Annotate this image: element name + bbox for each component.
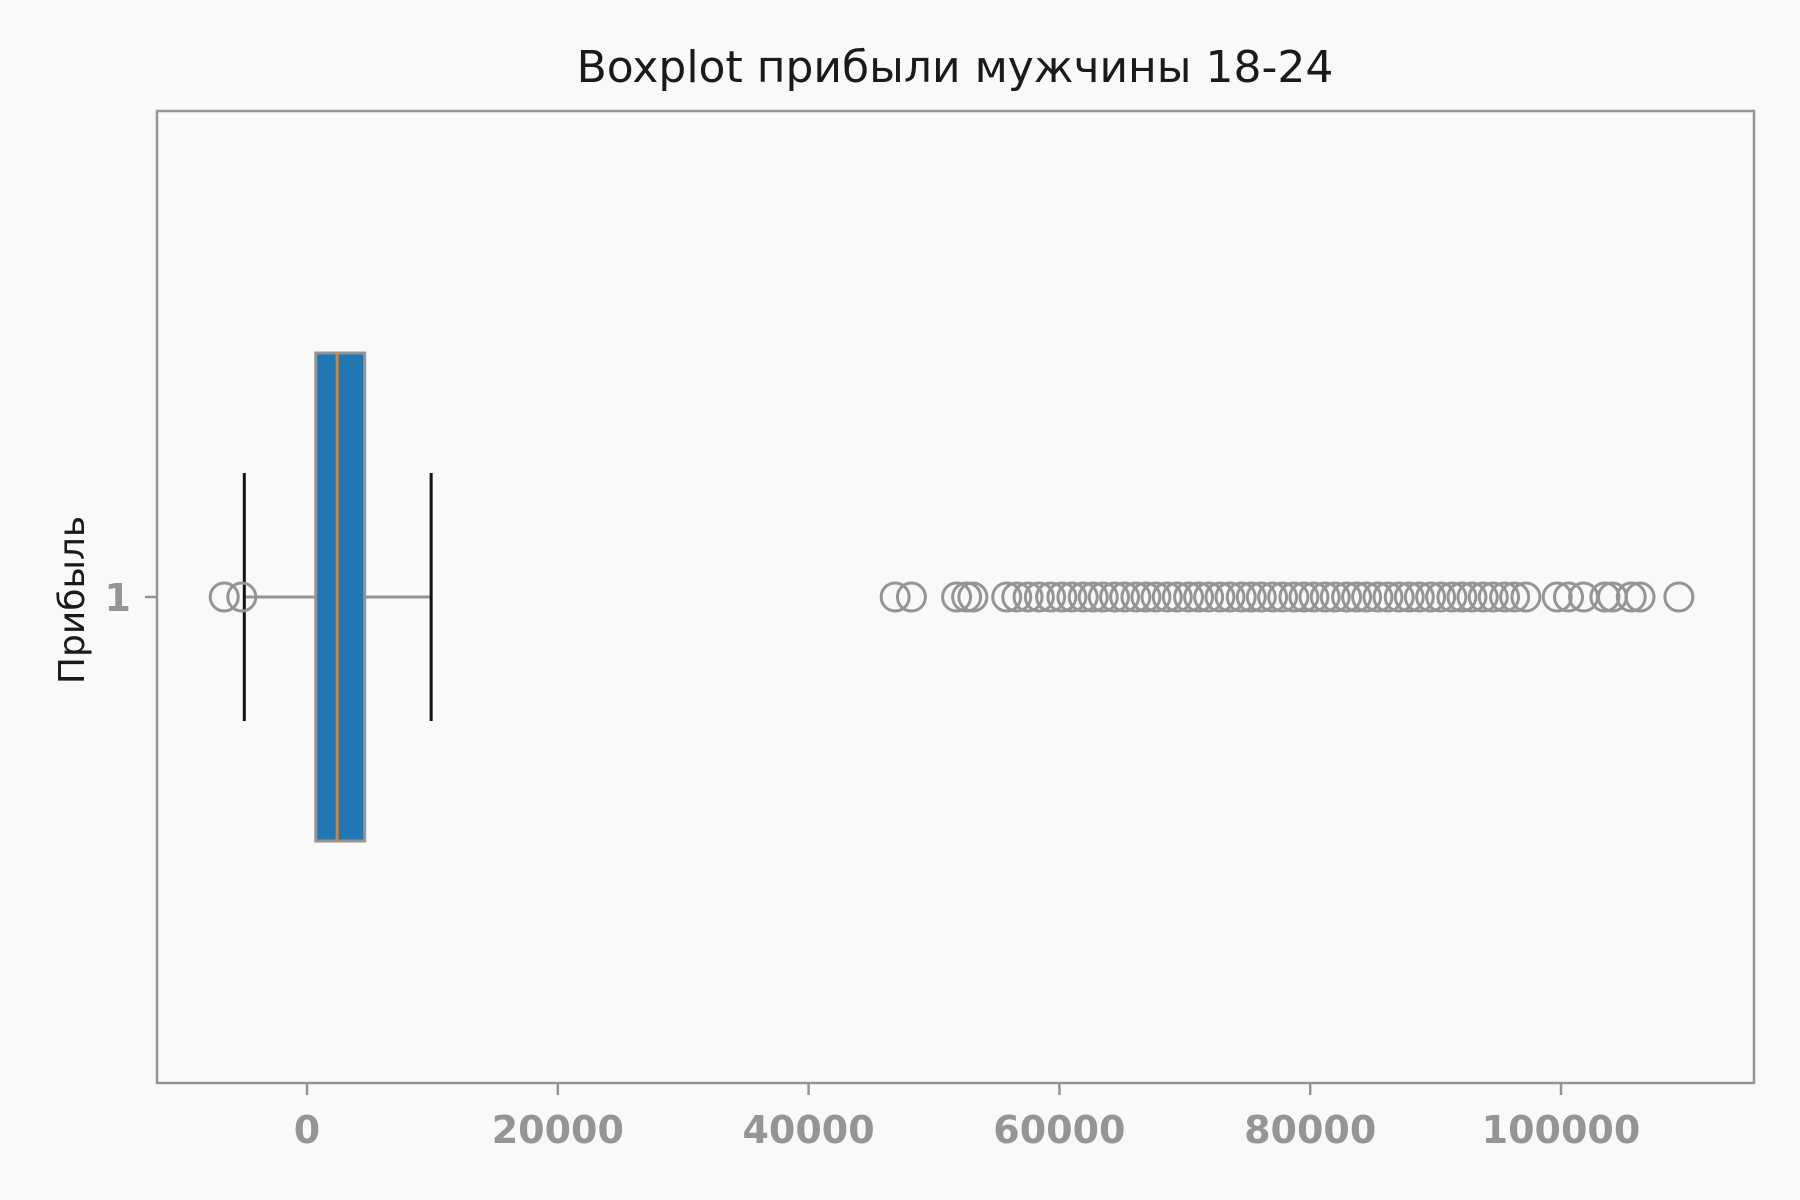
outlier-point	[208, 581, 240, 613]
outlier-point	[1510, 581, 1542, 613]
outlier-point	[1109, 581, 1141, 613]
outlier-point	[1362, 581, 1394, 613]
outlier-point	[1489, 581, 1521, 613]
x-tick-label: 20000	[492, 1108, 624, 1152]
outlier-point	[1278, 581, 1310, 613]
outlier-point	[1245, 581, 1277, 613]
outlier-point	[957, 581, 989, 613]
outlier-point	[1035, 581, 1067, 613]
outlier-point	[1383, 581, 1415, 613]
chart-title: Boxplot прибыли мужчины 18-24	[577, 42, 1334, 93]
outlier-point	[1331, 581, 1363, 613]
outlier-point	[1436, 581, 1468, 613]
outlier-point	[1225, 581, 1257, 613]
outlier-point	[1077, 581, 1109, 613]
outlier-point	[1615, 581, 1647, 613]
outlier-point	[1001, 581, 1033, 613]
outlier-point	[1099, 581, 1131, 613]
outlier-point	[1467, 581, 1499, 613]
outlier-point	[1235, 581, 1267, 613]
outlier-point	[1415, 581, 1447, 613]
outlier-point	[1151, 581, 1183, 613]
outlier-point	[1056, 581, 1088, 613]
x-tick-label: 60000	[993, 1108, 1125, 1152]
outlier-point	[1393, 581, 1425, 613]
outlier-point	[1541, 581, 1573, 613]
outlier-point	[991, 581, 1023, 613]
outlier-point	[1130, 581, 1162, 613]
outlier-point	[1456, 581, 1488, 613]
outlier-point	[1193, 581, 1225, 613]
outlier-point	[1372, 581, 1404, 613]
box-iqr	[314, 351, 367, 843]
y-axis-label: Прибыль	[52, 516, 93, 684]
outlier-point	[1120, 581, 1152, 613]
outlier-point	[1257, 581, 1289, 613]
outlier-point	[1173, 581, 1205, 613]
outlier-point	[226, 581, 258, 613]
outlier-point	[1204, 581, 1236, 613]
x-tick-label: 0	[294, 1108, 320, 1152]
outlier-point	[1309, 581, 1341, 613]
outlier-point	[1624, 581, 1656, 613]
box-series	[242, 351, 433, 843]
y-tick-label: 1	[105, 576, 131, 620]
outlier-point	[941, 581, 973, 613]
outlier-point	[1267, 581, 1299, 613]
outlier-point	[1012, 581, 1044, 613]
x-axis: 0 20000 40000 60000 80000 100000	[145, 595, 1641, 1152]
outlier-point	[1425, 581, 1457, 613]
outlier-point	[1298, 581, 1330, 613]
outlier-point	[1663, 581, 1695, 613]
outlier-point	[1553, 581, 1585, 613]
x-tick-label: 80000	[1244, 1108, 1376, 1152]
outlier-point	[1067, 581, 1099, 613]
outlier-point	[1499, 581, 1531, 613]
outlier-point	[1214, 581, 1246, 613]
outlier-series	[208, 581, 1695, 613]
outlier-point	[1023, 581, 1055, 613]
outlier-point	[1161, 581, 1193, 613]
x-tick-label: 100000	[1482, 1108, 1641, 1152]
outlier-point	[1288, 581, 1320, 613]
x-tick-label: 40000	[742, 1108, 874, 1152]
outlier-point	[1319, 581, 1351, 613]
outlier-point	[1403, 581, 1435, 613]
outlier-point	[1446, 581, 1478, 613]
outlier-point	[895, 581, 927, 613]
outlier-point	[1046, 581, 1078, 613]
outlier-point	[1087, 581, 1119, 613]
outlier-point	[1589, 581, 1621, 613]
outlier-point	[1477, 581, 1509, 613]
outlier-point	[1140, 581, 1172, 613]
outlier-point	[1183, 581, 1215, 613]
outlier-point	[1351, 581, 1383, 613]
outlier-point	[879, 581, 911, 613]
outlier-point	[1341, 581, 1373, 613]
